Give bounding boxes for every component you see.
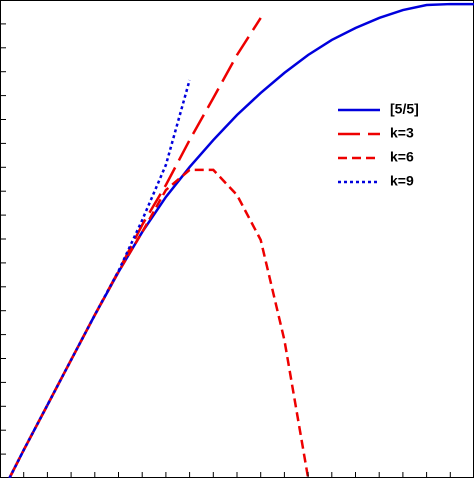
plot-area <box>8 2 474 478</box>
legend-label: k=6 <box>390 149 414 165</box>
legend-label: k=3 <box>390 125 414 141</box>
series-line <box>8 79 191 478</box>
legend-label: k=9 <box>390 173 414 189</box>
series-line <box>8 168 310 478</box>
series-line <box>8 17 262 478</box>
legend-label: [5/5] <box>390 101 419 117</box>
series-line <box>8 2 474 478</box>
